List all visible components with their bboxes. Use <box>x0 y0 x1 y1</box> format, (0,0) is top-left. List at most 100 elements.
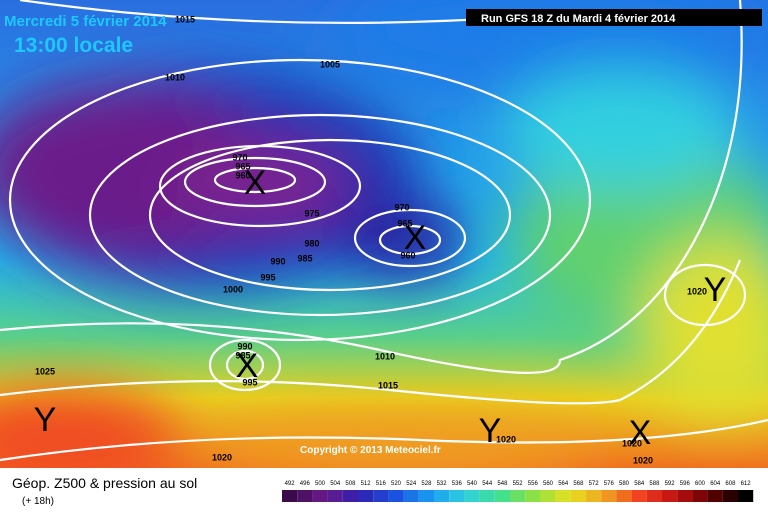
isobar-label: 1010 <box>375 351 395 361</box>
isobar-label: 990 <box>237 341 252 351</box>
high-center: Y <box>479 412 502 450</box>
scale-label: 548 <box>497 481 508 487</box>
scale-label: 524 <box>406 481 417 487</box>
scale-swatch <box>479 490 495 502</box>
scale-swatch <box>601 490 617 502</box>
scale-swatch <box>373 490 389 502</box>
scale-label: 532 <box>437 481 448 487</box>
scale-label: 576 <box>604 481 615 487</box>
isobar-label: 1020 <box>622 438 642 448</box>
high-center: Y <box>704 271 727 309</box>
scale-swatch <box>631 490 647 502</box>
isobar-labels: 1015100510109709659609759809859909951000… <box>34 14 727 465</box>
scale-swatch <box>570 490 586 502</box>
color-scale: 492 496 500 504 508 512 516 520 524 528 532 536 540 5… <box>282 481 754 502</box>
geopotential-field <box>0 0 768 490</box>
isobar-label: 1020 <box>212 452 232 462</box>
scale-swatch <box>738 490 754 502</box>
scale-label: 520 <box>391 481 402 487</box>
isobar-label: 1015 <box>175 14 195 24</box>
scale-label: 600 <box>695 481 706 487</box>
scale-label: 596 <box>680 481 691 487</box>
scale-label: 568 <box>573 481 584 487</box>
scale-swatch <box>403 490 419 502</box>
scale-label: 504 <box>330 481 341 487</box>
isobar-label: 965 <box>397 218 412 228</box>
scale-label: 508 <box>345 481 356 487</box>
scale-swatch <box>510 490 526 502</box>
scale-label: 540 <box>467 481 478 487</box>
scale-swatch <box>525 490 541 502</box>
isobar-label: 990 <box>270 256 285 266</box>
run-banner <box>466 9 762 26</box>
date: Mercredi 5 février 2014 <box>4 13 167 30</box>
scale-swatch <box>327 490 343 502</box>
low-center: X <box>236 347 259 385</box>
scale-label: 552 <box>513 481 524 487</box>
isobar-label: 970 <box>394 202 409 212</box>
isobar-label: 970 <box>232 152 247 162</box>
scale-swatch <box>707 490 723 502</box>
isobar-label: 960 <box>235 170 250 180</box>
lead-time: (+ 18h) <box>22 496 54 507</box>
scale-label: 516 <box>376 481 387 487</box>
scale-label: 528 <box>421 481 432 487</box>
isobar-label: 1000 <box>223 284 243 294</box>
scale-label: 492 <box>285 481 296 487</box>
isobar-label: 1020 <box>633 455 653 465</box>
scale-swatch <box>555 490 571 502</box>
isobar-label: 980 <box>304 238 319 248</box>
scale-swatch <box>342 490 358 502</box>
scale-label: 588 <box>649 481 660 487</box>
scale-label: 584 <box>634 481 645 487</box>
scale-label: 536 <box>452 481 463 487</box>
scale-swatch <box>282 490 298 502</box>
isobar-label: 965 <box>235 161 250 171</box>
scale-label: 564 <box>558 481 569 487</box>
scale-swatch <box>449 490 465 502</box>
isobars <box>0 0 768 460</box>
time: 13:00 locale <box>14 34 133 57</box>
scale-label: 604 <box>710 481 721 487</box>
scale-label: 544 <box>482 481 493 487</box>
scale-swatch <box>616 490 632 502</box>
isobar-label: 995 <box>260 272 275 282</box>
isobar-label: 960 <box>400 250 415 260</box>
isobar-label: 1025 <box>35 366 55 376</box>
footer-title: Géop. Z500 & pression au sol <box>12 475 197 491</box>
scale-swatch <box>662 490 678 502</box>
scale-swatch <box>388 490 404 502</box>
scale-swatch <box>494 490 510 502</box>
isobar-label: 1020 <box>687 286 707 296</box>
isobar-label: 1015 <box>378 380 398 390</box>
scale-label: 608 <box>725 481 736 487</box>
isobar-label: 995 <box>242 377 257 387</box>
scale-label: 580 <box>619 481 630 487</box>
high-center: Y <box>34 401 57 439</box>
scale-label: 496 <box>300 481 311 487</box>
scale-swatch <box>418 490 434 502</box>
isobar-label: 1010 <box>165 72 185 82</box>
low-center: X <box>244 164 267 202</box>
low-center: X <box>629 414 652 452</box>
scale-swatch <box>692 490 708 502</box>
scale-swatch <box>297 490 313 502</box>
scale-swatch <box>358 490 374 502</box>
scale-swatch <box>586 490 602 502</box>
isobar-label: 1020 <box>496 434 516 444</box>
scale-swatch <box>722 490 738 502</box>
isobar-label: 1005 <box>320 59 340 69</box>
scale-label: 500 <box>315 481 326 487</box>
scale-label: 592 <box>665 481 676 487</box>
scale-label: 572 <box>589 481 600 487</box>
scale-swatch <box>464 490 480 502</box>
isobar-label: 985 <box>235 350 250 360</box>
scale-swatch <box>434 490 450 502</box>
isobar-label: 985 <box>297 253 312 263</box>
scale-swatch <box>646 490 662 502</box>
scale-label: 560 <box>543 481 554 487</box>
scale-swatch <box>540 490 556 502</box>
isobar-label: 975 <box>304 208 319 218</box>
